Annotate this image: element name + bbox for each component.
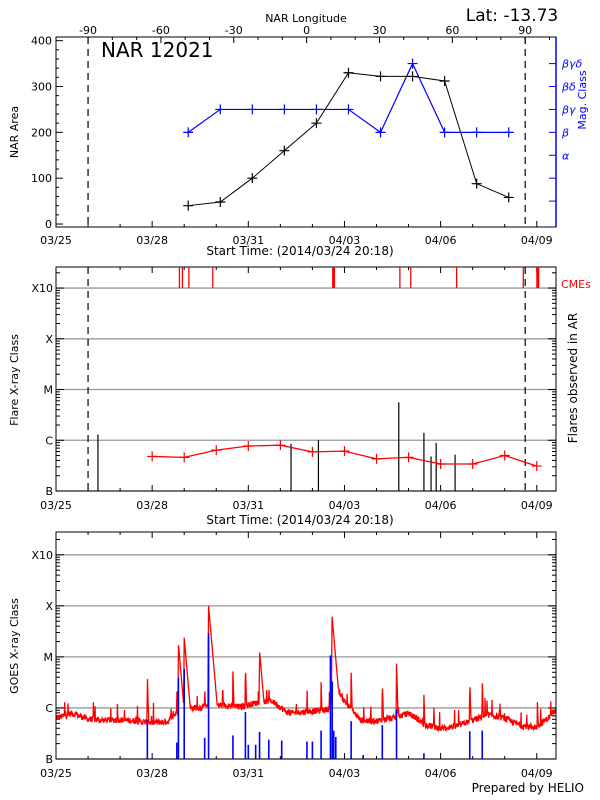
y-axis-title-area: NAR Area [8, 106, 21, 158]
mag-class-point [279, 104, 290, 115]
mag-class-tick-label: α [562, 149, 570, 162]
y-tick-label: X10 [31, 549, 53, 562]
background-flux-point [499, 450, 510, 461]
x-tick-label: 03/28 [136, 499, 168, 512]
top-axis-tick-label: -60 [152, 24, 170, 37]
x-tick-label: 04/03 [329, 234, 361, 247]
nar-area-point [311, 118, 322, 129]
nar-area-point [503, 192, 514, 203]
nar-area-point [247, 173, 258, 184]
background-flux-point [307, 446, 318, 457]
top-axis-tick-label: -90 [79, 24, 97, 37]
nar-area-point [439, 76, 450, 87]
background-flux-point [371, 453, 382, 464]
nar-area-point [375, 71, 386, 82]
y-axis-title-goes: GOES X-ray Class [8, 598, 21, 694]
nar-area-point [471, 178, 482, 189]
y2-axis-title-magclass: Mag. Class [576, 70, 589, 129]
y-tick-label: B [45, 485, 53, 498]
mag-class-tick-label: βδ [561, 81, 576, 94]
mag-class-point [311, 104, 322, 115]
x-tick-label: 03/25 [40, 767, 72, 780]
top-axis-tick-label: -30 [225, 24, 243, 37]
x-tick-label: 04/06 [425, 234, 457, 247]
x-axis-title-panel1: Start Time: (2014/03/24 20:18) [206, 244, 393, 258]
y-tick-label: 200 [31, 126, 52, 139]
mag-class-point [215, 104, 226, 115]
background-flux-point [275, 440, 286, 451]
y-tick-label: X [45, 600, 53, 613]
panel3-frame [55, 531, 557, 760]
top-axis-title: NAR Longitude [265, 12, 347, 25]
cme-label: CMEs [561, 278, 591, 291]
background-flux-point [211, 445, 222, 456]
x-tick-label: 03/28 [136, 767, 168, 780]
x-tick-label: 04/06 [425, 767, 457, 780]
nar-area-point [279, 145, 290, 156]
mag-class-tick-label: βγ [561, 103, 576, 116]
mag-class-point [343, 104, 354, 115]
x-tick-label: 03/31 [232, 499, 264, 512]
mag-class-point [183, 127, 194, 138]
x-tick-label: 03/25 [40, 499, 72, 512]
nar-area-point [343, 67, 354, 78]
x-tick-label: 04/03 [329, 499, 361, 512]
y2-axis-title-flares: Flares observed in AR [566, 313, 580, 443]
mag-class-point [247, 104, 258, 115]
mag-class-point [503, 127, 514, 138]
background-flux-point [179, 452, 190, 463]
y-axis-title-flare: Flare X-ray Class [8, 334, 21, 426]
top-axis-tick-label: 30 [372, 24, 386, 37]
y-tick-label: 300 [31, 81, 52, 94]
x-tick-label: 03/31 [232, 234, 264, 247]
mag-class-tick-label: βγδ [561, 58, 583, 71]
y-tick-label: 400 [31, 35, 52, 48]
x-tick-label: 03/31 [232, 767, 264, 780]
footer-credit: Prepared by HELIO [472, 781, 584, 795]
mag-class-point [439, 127, 450, 138]
y-tick-label: 100 [31, 172, 52, 185]
x-tick-label: 03/25 [40, 234, 72, 247]
goes-series-group [56, 605, 556, 759]
x-tick-label: 04/09 [521, 234, 553, 247]
nar-area-line [188, 72, 509, 207]
background-flux-point [467, 459, 478, 470]
background-flux-point [243, 441, 254, 452]
y-tick-label: B [45, 753, 53, 766]
x-tick-label: 04/06 [425, 499, 457, 512]
panel-title: NAR 12021 [101, 38, 214, 62]
x-axis-title-panel2: Start Time: (2014/03/24 20:18) [206, 513, 393, 527]
mag-class-point [471, 127, 482, 138]
background-flux-point [403, 452, 414, 463]
top-axis-tick-label: 0 [303, 24, 310, 37]
x-tick-label: 04/09 [521, 499, 553, 512]
nar-area-point [183, 200, 194, 211]
y-tick-label: X [45, 333, 53, 346]
y-tick-label: M [44, 384, 54, 397]
mag-class-point [407, 58, 418, 69]
top-axis-tick-label: 90 [518, 24, 532, 37]
x-tick-label: 04/09 [521, 767, 553, 780]
y-tick-label: C [45, 434, 53, 447]
nar-area-point [407, 71, 418, 82]
background-flux-point [339, 446, 350, 457]
background-flux-point [435, 459, 446, 470]
mag-class-tick-label: β [561, 126, 569, 139]
background-flux-point [531, 461, 542, 472]
panel2-frame [55, 266, 557, 492]
x-tick-label: 04/03 [329, 767, 361, 780]
y-tick-label: 0 [45, 218, 52, 231]
y-tick-label: M [44, 651, 54, 664]
top-axis-tick-label: 60 [445, 24, 459, 37]
x-tick-label: 03/28 [136, 234, 168, 247]
goes-long-channel-line [56, 605, 556, 733]
latitude-annotation: Lat: -13.73 [466, 6, 559, 26]
mag-class-point [375, 127, 386, 138]
nar-area-point [215, 197, 226, 208]
y-tick-label: C [45, 702, 53, 715]
y-tick-label: X10 [31, 282, 53, 295]
background-flux-point [147, 451, 158, 462]
